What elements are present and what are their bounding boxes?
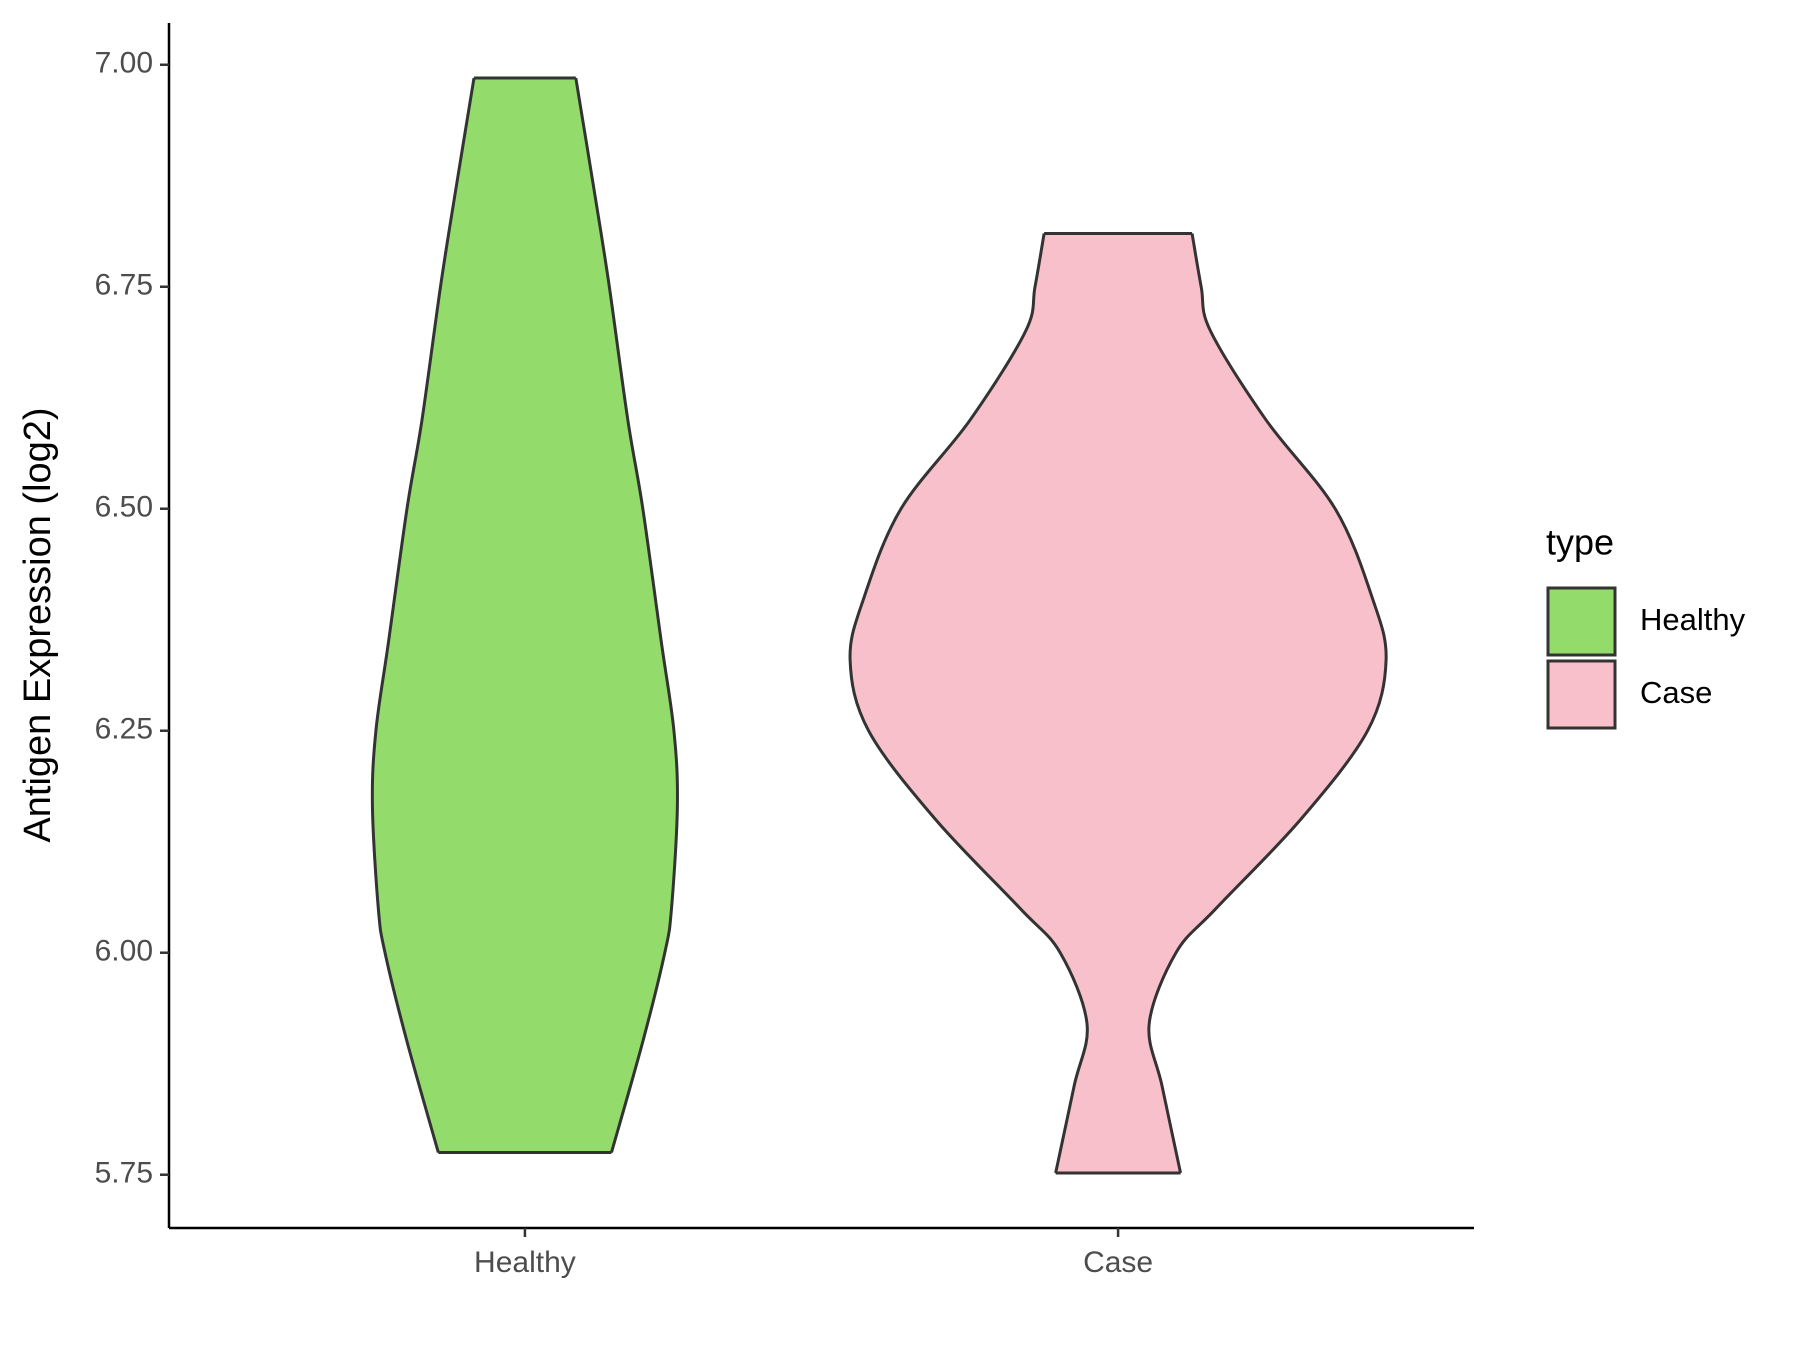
y-tick-label: 5.75 <box>95 1157 153 1190</box>
y-tick-label: 6.75 <box>95 269 153 302</box>
y-axis-label: Antigen Expression (log2) <box>17 407 59 842</box>
legend-label: Case <box>1640 675 1712 710</box>
legend-title: type <box>1546 522 1614 563</box>
violin-half-fill <box>1117 232 1387 1174</box>
violin-outline <box>1147 233 1388 1174</box>
violin-half-fill <box>849 232 1119 1174</box>
violin-outline <box>574 77 679 1153</box>
y-tick-label: 7.00 <box>95 47 153 80</box>
violin-outline <box>848 233 1089 1174</box>
violin-outline <box>370 77 476 1153</box>
x-tick-label: Case <box>1083 1246 1153 1279</box>
y-tick-label: 6.00 <box>95 935 153 968</box>
legend-key <box>1546 659 1617 730</box>
legend-key <box>1546 586 1617 657</box>
y-tick-label: 6.50 <box>95 491 153 524</box>
legend-label: Healthy <box>1640 602 1746 637</box>
y-tick-label: 6.25 <box>95 713 153 746</box>
x-tick-label: Healthy <box>474 1246 576 1279</box>
